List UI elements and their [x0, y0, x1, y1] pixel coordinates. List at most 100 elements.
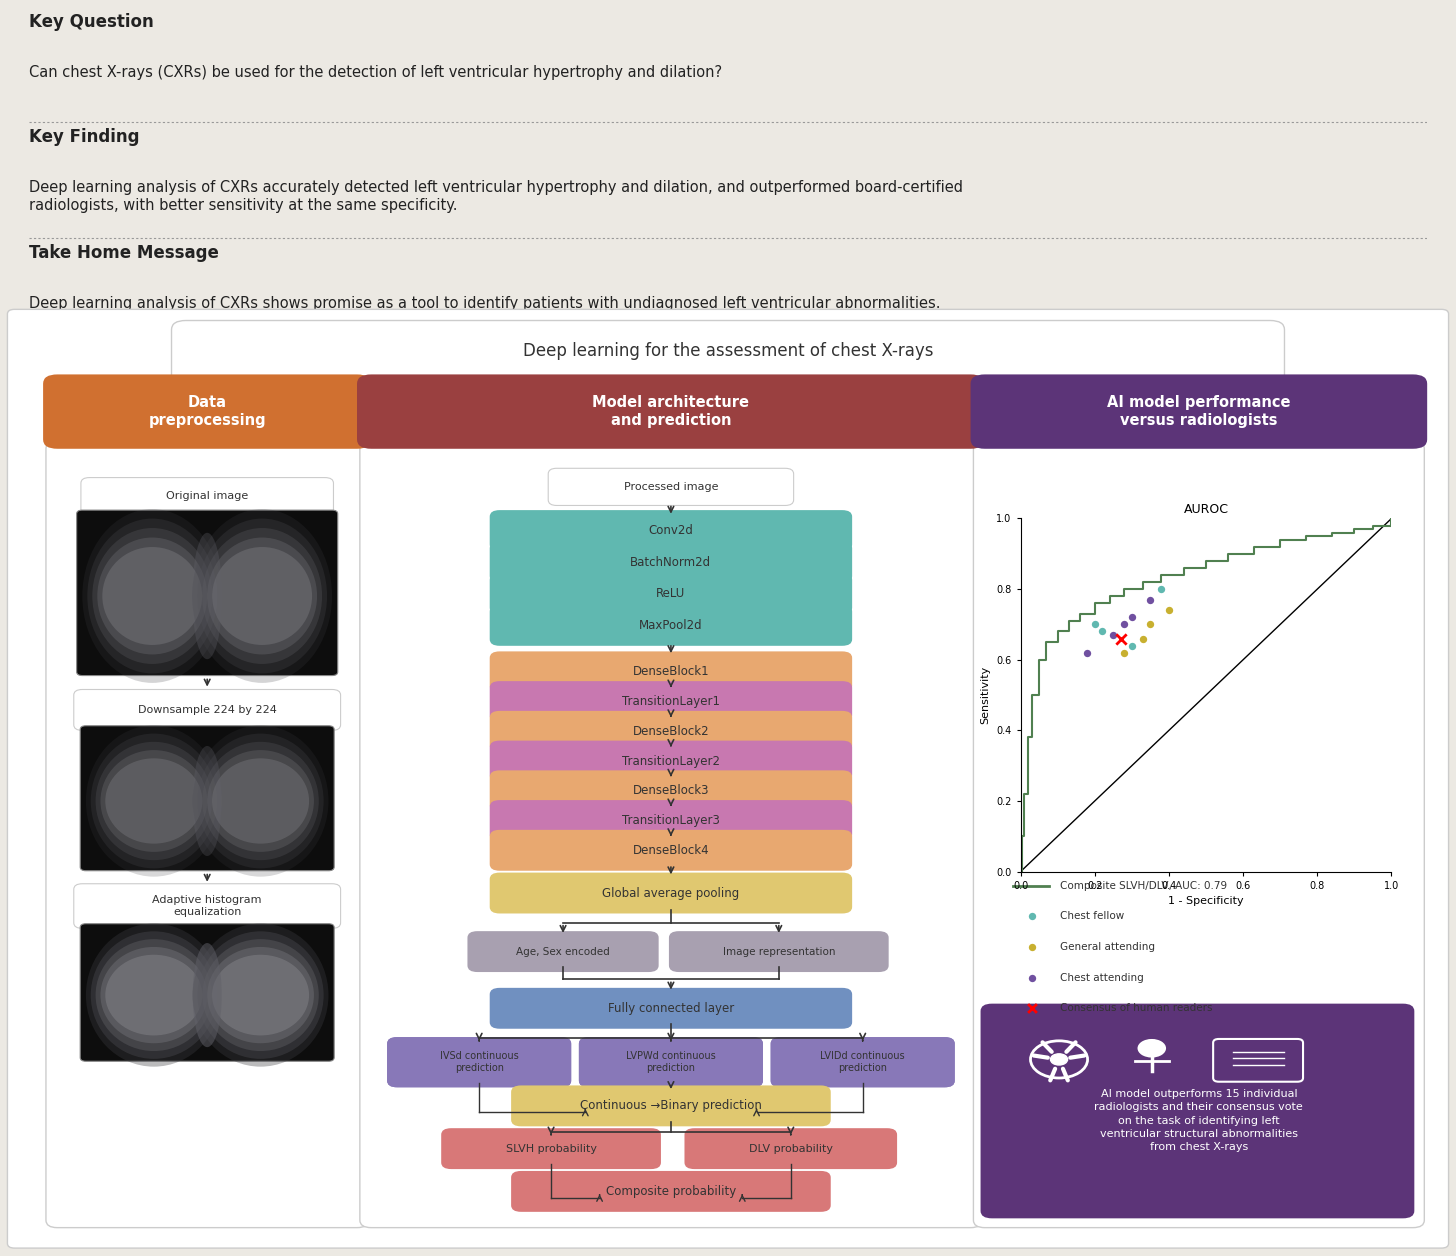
Point: [1150, 579, 1174, 599]
Ellipse shape: [202, 939, 319, 1051]
Ellipse shape: [202, 742, 319, 860]
Text: DenseBlock3: DenseBlock3: [633, 784, 709, 798]
Ellipse shape: [213, 955, 309, 1035]
Text: Processed image: Processed image: [623, 482, 718, 492]
FancyBboxPatch shape: [74, 690, 341, 731]
Ellipse shape: [207, 947, 314, 1044]
Text: Fully connected layer: Fully connected layer: [607, 1002, 734, 1015]
Point: [1083, 614, 1107, 634]
FancyBboxPatch shape: [360, 441, 981, 1227]
Ellipse shape: [90, 734, 217, 868]
Point: [1131, 628, 1155, 648]
FancyBboxPatch shape: [7, 309, 1449, 1248]
FancyBboxPatch shape: [80, 923, 335, 1061]
FancyBboxPatch shape: [441, 1128, 661, 1169]
Ellipse shape: [192, 509, 332, 683]
FancyBboxPatch shape: [387, 1037, 571, 1088]
Text: Deep learning analysis of CXRs accurately detected left ventricular hypertrophy : Deep learning analysis of CXRs accuratel…: [29, 180, 962, 212]
FancyBboxPatch shape: [387, 1037, 571, 1088]
FancyBboxPatch shape: [980, 1004, 1414, 1218]
Ellipse shape: [198, 734, 323, 868]
FancyBboxPatch shape: [489, 770, 852, 811]
Circle shape: [1050, 1054, 1067, 1065]
Ellipse shape: [192, 533, 223, 659]
FancyBboxPatch shape: [971, 374, 1427, 448]
Text: Continuous →Binary prediction: Continuous →Binary prediction: [579, 1099, 761, 1113]
Text: DenseBlock1: DenseBlock1: [632, 666, 709, 678]
Text: Deep learning analysis of CXRs shows promise as a tool to identify patients with: Deep learning analysis of CXRs shows pro…: [29, 295, 941, 310]
FancyBboxPatch shape: [47, 441, 368, 1227]
Ellipse shape: [87, 519, 217, 673]
Text: TransitionLayer3: TransitionLayer3: [622, 814, 719, 826]
Ellipse shape: [207, 750, 314, 852]
Circle shape: [1137, 1039, 1166, 1058]
Title: AUROC: AUROC: [1184, 502, 1229, 516]
Text: TransitionLayer2: TransitionLayer2: [622, 755, 719, 767]
Text: Key Question: Key Question: [29, 13, 154, 30]
Ellipse shape: [197, 519, 328, 673]
Ellipse shape: [86, 923, 221, 1066]
FancyBboxPatch shape: [770, 1037, 955, 1088]
Ellipse shape: [202, 528, 322, 664]
Ellipse shape: [83, 509, 223, 683]
Ellipse shape: [198, 932, 323, 1059]
Text: DLV probability: DLV probability: [748, 1144, 833, 1154]
Text: Chest attending: Chest attending: [1060, 972, 1144, 982]
Text: Can chest X-rays (CXRs) be used for the detection of left ventricular hypertroph: Can chest X-rays (CXRs) be used for the …: [29, 64, 722, 79]
FancyBboxPatch shape: [684, 1128, 897, 1169]
Point: [1120, 608, 1143, 628]
Text: Model architecture
and prediction: Model architecture and prediction: [593, 394, 750, 428]
Point: [1112, 643, 1136, 663]
X-axis label: 1 - Specificity: 1 - Specificity: [1168, 897, 1243, 907]
Text: Image representation: Image representation: [722, 947, 836, 957]
FancyBboxPatch shape: [80, 726, 335, 870]
Ellipse shape: [105, 955, 202, 1035]
Text: AI model performance
versus radiologists: AI model performance versus radiologists: [1107, 394, 1290, 428]
Text: Age, Sex encoded: Age, Sex encoded: [517, 947, 610, 957]
Y-axis label: Sensitivity: Sensitivity: [980, 666, 990, 725]
FancyBboxPatch shape: [489, 541, 852, 583]
Text: Original image: Original image: [166, 491, 249, 501]
Text: LVPWd continuous
prediction: LVPWd continuous prediction: [626, 1051, 716, 1073]
FancyBboxPatch shape: [357, 374, 984, 448]
FancyBboxPatch shape: [489, 830, 852, 870]
FancyBboxPatch shape: [489, 987, 852, 1029]
Text: Adaptive histogram
equalization: Adaptive histogram equalization: [153, 896, 262, 917]
FancyBboxPatch shape: [489, 681, 852, 722]
FancyBboxPatch shape: [579, 1037, 763, 1088]
Point: [1139, 589, 1162, 609]
Ellipse shape: [213, 759, 309, 844]
Point: [1102, 625, 1125, 646]
FancyBboxPatch shape: [489, 741, 852, 781]
Text: DenseBlock4: DenseBlock4: [632, 844, 709, 857]
Ellipse shape: [192, 725, 329, 877]
Text: Key Finding: Key Finding: [29, 128, 140, 146]
FancyBboxPatch shape: [579, 1037, 763, 1088]
Text: Composite SLVH/DLV, AUC: 0.79: Composite SLVH/DLV, AUC: 0.79: [1060, 880, 1227, 891]
Text: IVSd continuous
prediction: IVSd continuous prediction: [440, 1051, 518, 1073]
Text: SLVH probability: SLVH probability: [505, 1144, 597, 1154]
FancyBboxPatch shape: [511, 1171, 831, 1212]
FancyBboxPatch shape: [489, 711, 852, 752]
FancyBboxPatch shape: [489, 652, 852, 692]
FancyBboxPatch shape: [489, 800, 852, 842]
Text: AI model outperforms 15 individual
radiologists and their consensus vote
on the : AI model outperforms 15 individual radio…: [1095, 1089, 1303, 1152]
Point: [1091, 622, 1114, 642]
Point: [1076, 643, 1099, 663]
Ellipse shape: [192, 746, 221, 857]
Text: Take Home Message: Take Home Message: [29, 244, 218, 261]
Ellipse shape: [192, 923, 329, 1066]
Text: Data
preprocessing: Data preprocessing: [149, 394, 266, 428]
Ellipse shape: [207, 538, 317, 654]
Text: Consensus of human readers: Consensus of human readers: [1060, 1004, 1213, 1014]
FancyBboxPatch shape: [44, 374, 371, 448]
FancyBboxPatch shape: [172, 320, 1284, 384]
Ellipse shape: [96, 742, 213, 860]
Ellipse shape: [102, 548, 202, 646]
Text: BatchNorm2d: BatchNorm2d: [630, 555, 712, 569]
Text: General attending: General attending: [1060, 942, 1156, 952]
FancyBboxPatch shape: [77, 510, 338, 676]
Ellipse shape: [92, 528, 213, 664]
Ellipse shape: [98, 538, 207, 654]
FancyBboxPatch shape: [489, 573, 852, 614]
